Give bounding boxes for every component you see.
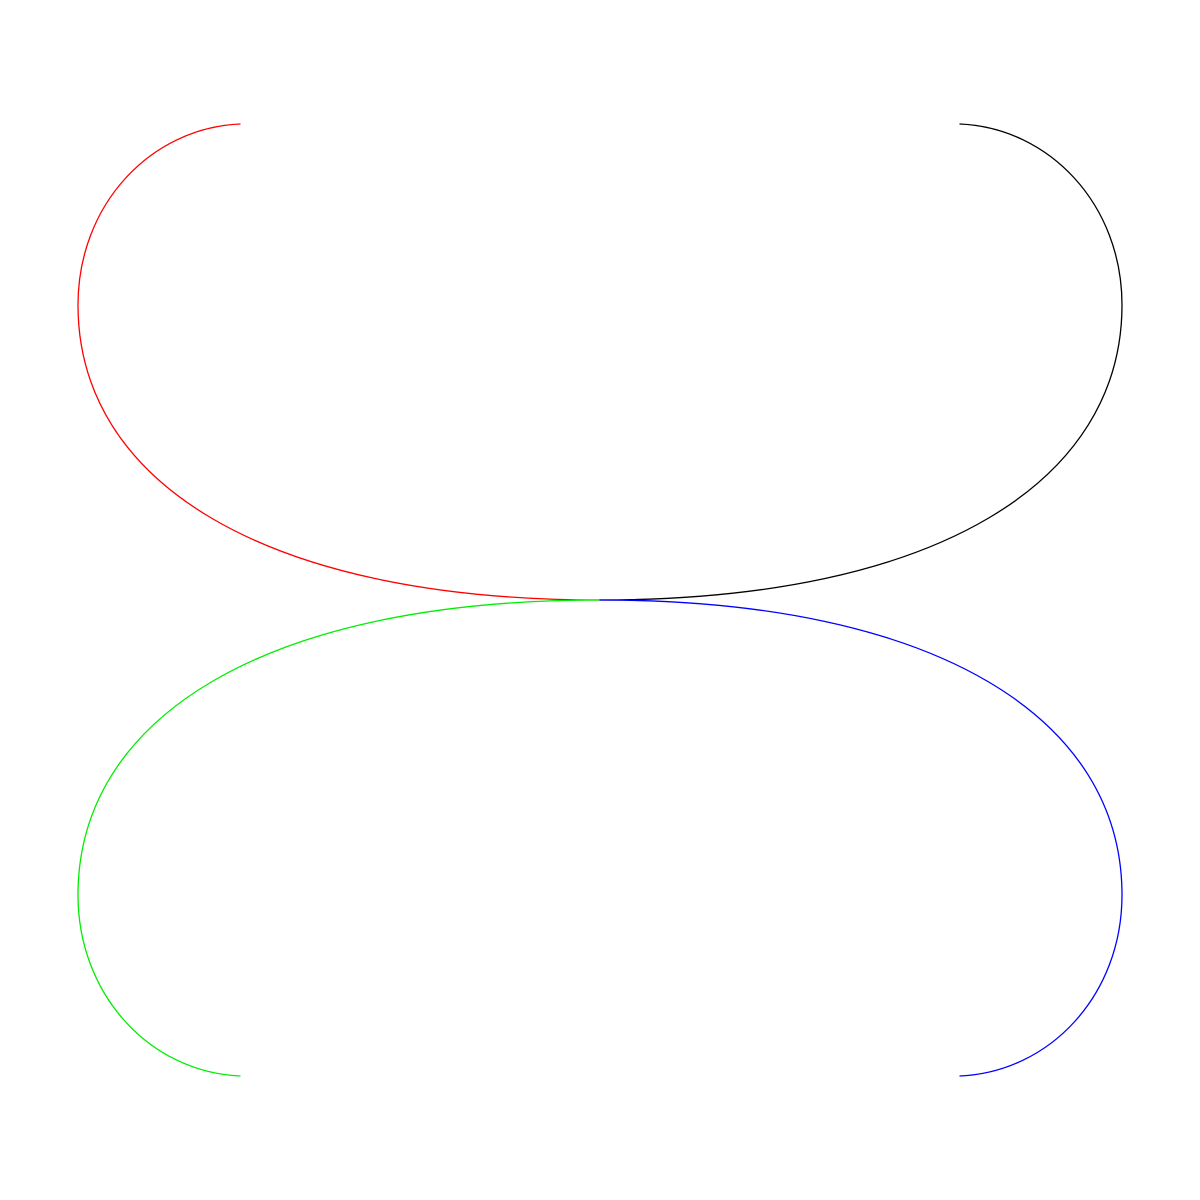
curve-top-left: [77, 123, 601, 601]
curve-bottom-right: [599, 599, 1123, 1077]
curve-top-right: [599, 123, 1123, 601]
curve-bottom-left: [77, 599, 601, 1077]
